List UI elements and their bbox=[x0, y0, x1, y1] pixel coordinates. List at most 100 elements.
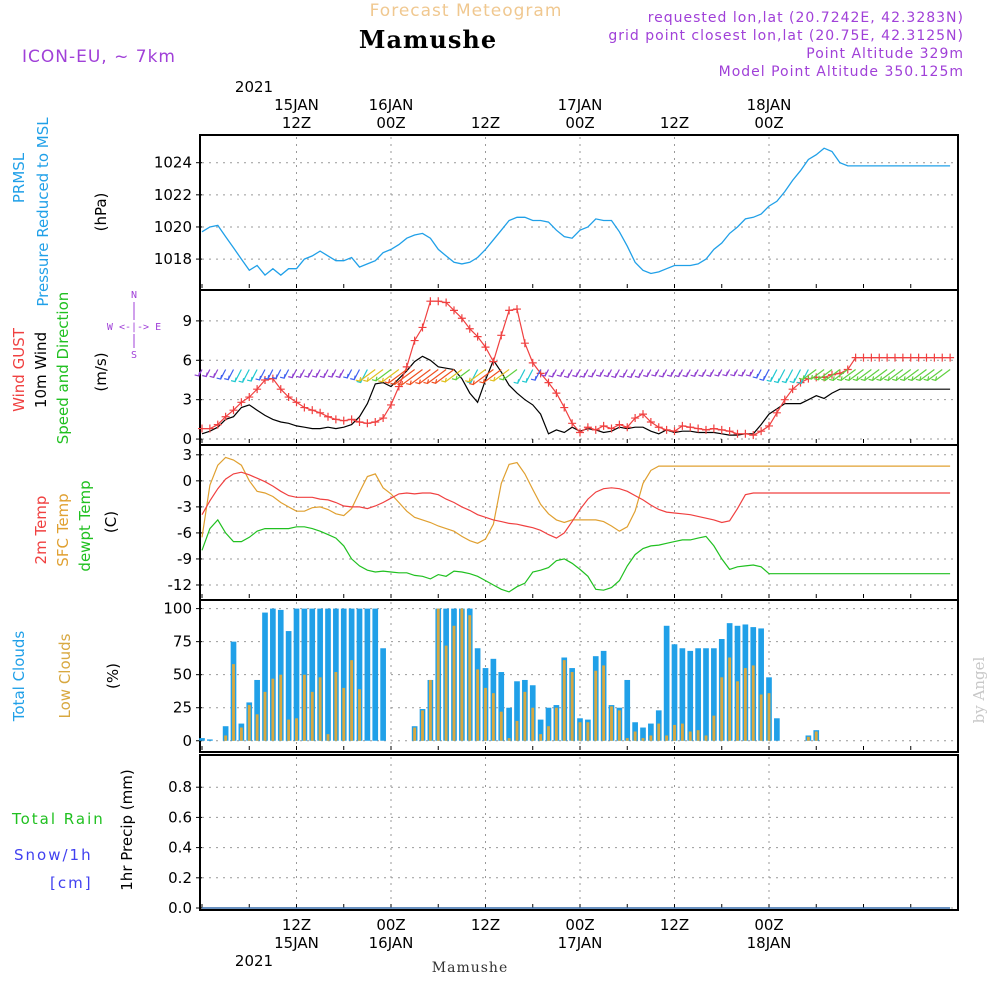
gust-marker bbox=[741, 429, 750, 438]
wind-arrow-head bbox=[666, 372, 673, 377]
bottom-date-label: 17JAN bbox=[558, 934, 603, 952]
wind-arrow-head bbox=[798, 375, 805, 381]
low-cloud-bar bbox=[767, 693, 771, 741]
wind-arrow-head bbox=[423, 379, 430, 385]
wind-arrow bbox=[418, 368, 439, 385]
clouds-unit: (%) bbox=[104, 663, 122, 689]
gust-marker bbox=[300, 403, 309, 412]
wind-arrow-head bbox=[263, 374, 270, 380]
wind-arrow-head bbox=[821, 376, 827, 382]
top-hour-label: 12Z bbox=[282, 114, 311, 132]
low-cloud-bar bbox=[310, 691, 314, 741]
wind-arrow bbox=[366, 368, 384, 382]
gust-marker bbox=[355, 417, 364, 426]
gust-marker bbox=[946, 353, 955, 362]
low-cloud-bar bbox=[610, 706, 613, 741]
y-tick-label: -6 bbox=[177, 524, 192, 542]
total-cloud-bar bbox=[679, 648, 686, 741]
low-cloud-bar bbox=[680, 723, 684, 741]
t2m-label: 2m Temp bbox=[32, 496, 50, 565]
wind-arrow bbox=[872, 368, 888, 381]
gust-marker bbox=[284, 393, 293, 402]
gust-marker bbox=[371, 417, 380, 426]
gust-marker bbox=[276, 385, 285, 394]
gust-marker bbox=[851, 353, 860, 362]
gust-marker bbox=[772, 408, 781, 417]
wind-arrow bbox=[903, 368, 919, 381]
gust-marker bbox=[670, 427, 679, 436]
total-cloud-bar bbox=[207, 739, 213, 741]
wind-arrow-head bbox=[829, 376, 835, 382]
panel-0-grid: 1018 1020 1022 1024 bbox=[154, 137, 959, 288]
wind-arrow-head bbox=[304, 372, 310, 378]
wind-arrow bbox=[811, 368, 825, 380]
y-tick-label: 50 bbox=[173, 666, 192, 684]
low-cloud-bar bbox=[704, 735, 708, 741]
wind-arrow-head bbox=[931, 376, 938, 382]
wind-arrow bbox=[472, 368, 494, 386]
gust-marker bbox=[891, 353, 899, 362]
gust-marker bbox=[324, 412, 332, 421]
wind-arrow-head bbox=[730, 371, 736, 377]
wind-arrow-head bbox=[390, 380, 397, 386]
bottom-hour-label: 00Z bbox=[754, 916, 783, 934]
wind-arrow-head bbox=[216, 374, 223, 380]
y-tick-label: 0.2 bbox=[168, 869, 192, 887]
gust-marker bbox=[418, 323, 427, 332]
top-hour-label: 12Z bbox=[660, 114, 689, 132]
y-tick-label: -3 bbox=[177, 498, 192, 516]
wind-arrow-head bbox=[603, 372, 610, 378]
low-cloud-bar bbox=[247, 705, 251, 741]
wind-arrow bbox=[401, 368, 423, 386]
gust-marker bbox=[576, 428, 584, 437]
model-point-altitude: Model Point Altitude 350.125m bbox=[719, 64, 964, 80]
gust-marker bbox=[623, 423, 632, 432]
low-cloud-bar bbox=[814, 731, 818, 741]
y-tick-label: 100 bbox=[163, 600, 192, 618]
wind-arrow bbox=[435, 368, 455, 384]
top-hour-label: 00Z bbox=[754, 114, 783, 132]
wind-arrow-head bbox=[572, 372, 578, 378]
wind-arrow-head bbox=[363, 377, 369, 383]
low-cloud-bar bbox=[586, 722, 590, 741]
low-cloud-bar bbox=[342, 687, 346, 741]
wind-arrow bbox=[911, 368, 927, 381]
wind-arrow-head bbox=[915, 376, 922, 382]
total-cloud-bar bbox=[703, 648, 709, 741]
low-cloud-bar bbox=[602, 665, 606, 741]
gust-marker bbox=[694, 424, 703, 433]
gust-marker bbox=[497, 331, 506, 340]
y-tick-label: 1022 bbox=[154, 186, 192, 204]
low-cloud-bar bbox=[759, 694, 763, 741]
wind-arrow-head bbox=[355, 376, 362, 382]
precip-panel-frame bbox=[199, 754, 959, 911]
low-cloud-bar bbox=[444, 645, 448, 741]
wind-arrow-head bbox=[766, 377, 773, 383]
low-cloud-bar bbox=[657, 723, 661, 741]
wind-arrow-head bbox=[238, 378, 245, 383]
low-cloud-bar bbox=[531, 707, 535, 741]
gust-marker bbox=[331, 415, 340, 424]
y-tick-label: -12 bbox=[168, 576, 193, 594]
bottom-hour-label: 00Z bbox=[376, 916, 405, 934]
wind-arrow-head bbox=[745, 371, 752, 377]
wind-arrow bbox=[802, 368, 817, 380]
low-cloud-bar bbox=[649, 735, 653, 741]
compass-ew: W <-|-> E bbox=[107, 322, 161, 333]
total-rain-label: Total Rain bbox=[11, 810, 105, 828]
wind-arrow-head bbox=[384, 378, 391, 384]
gust-marker bbox=[489, 357, 498, 366]
total-cloud-bar bbox=[317, 608, 323, 741]
wind-arrow-head bbox=[556, 372, 563, 377]
wind-arrow-head bbox=[579, 372, 586, 378]
pressure-panel-labels: PRMSL Pressure Reduced to MSL (hPa) bbox=[10, 117, 110, 307]
gust-marker bbox=[631, 414, 640, 423]
y-tick-label: 0.6 bbox=[168, 808, 192, 826]
wind-label: 10m Wind bbox=[32, 332, 50, 408]
top-hour-label: 12Z bbox=[471, 114, 500, 132]
gust-marker bbox=[757, 427, 766, 436]
y-tick-label: 0 bbox=[182, 472, 192, 490]
wind-arrow-head bbox=[836, 376, 843, 382]
bottom-date-label: 16JAN bbox=[369, 934, 414, 952]
gust-marker bbox=[457, 314, 466, 323]
